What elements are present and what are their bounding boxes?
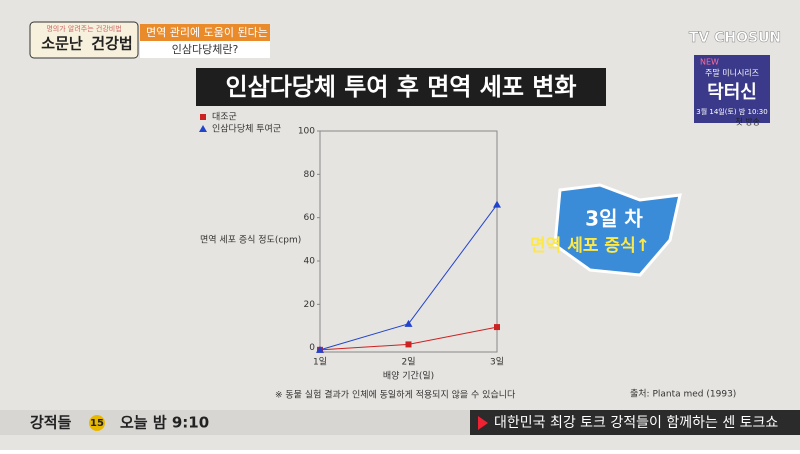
y-tick-label: 60 bbox=[304, 213, 316, 223]
title-box bbox=[196, 68, 606, 106]
plot-area bbox=[319, 130, 498, 353]
promo-title: 닥터신 bbox=[707, 82, 757, 103]
promo-new: NEW bbox=[700, 58, 719, 67]
y-tick-label: 80 bbox=[304, 170, 316, 180]
y-tick-label: 100 bbox=[298, 127, 315, 137]
promo-first: 첫 방송 bbox=[735, 117, 760, 127]
ticker-bar bbox=[470, 410, 800, 435]
chart-title: 인삼다당체 투여 후 면역 세포 변화 bbox=[226, 73, 577, 101]
logo: 소문난 bbox=[41, 35, 83, 53]
channel: TV CHOSUN bbox=[689, 30, 781, 46]
topic-box bbox=[140, 24, 270, 41]
source: 출처: Planta med (1993) bbox=[630, 388, 736, 400]
logo-box bbox=[29, 21, 139, 59]
y-axis-label: 면역 세포 증식 정도(cpm) bbox=[200, 235, 301, 246]
marker bbox=[405, 341, 412, 348]
ticker-icon bbox=[478, 416, 488, 430]
promo-sub: 주말 미니시리즈 bbox=[705, 68, 759, 78]
x-tick-label: 1일 bbox=[313, 357, 327, 368]
y-tick-label: 20 bbox=[304, 300, 316, 310]
show: 강적들 bbox=[30, 414, 72, 432]
legend-label: 대조군 bbox=[212, 112, 237, 123]
marker bbox=[200, 114, 206, 120]
x-axis-label: 배양 기간(일) bbox=[383, 371, 434, 382]
topic-box bbox=[140, 41, 270, 58]
promo-box bbox=[694, 55, 770, 123]
x-tick-label: 2일 bbox=[401, 357, 415, 368]
bottom-bar bbox=[0, 410, 470, 435]
callout-burst bbox=[553, 183, 682, 277]
y-tick-label: 0 bbox=[309, 343, 315, 353]
marker bbox=[404, 319, 413, 327]
marker bbox=[199, 125, 207, 132]
note: ※ 동물 실험 결과가 인체에 동일하게 적용되지 않을 수 있습니다 bbox=[275, 389, 516, 401]
marker bbox=[493, 200, 501, 208]
logo-top: 명의가 알려주는 건강비법 bbox=[46, 24, 121, 33]
callout: 3일 차 bbox=[585, 207, 643, 231]
topic: 인삼다당체란? bbox=[172, 43, 239, 56]
legend-label: 인삼다당체 투여군 bbox=[212, 123, 281, 135]
show-ep-badge bbox=[89, 415, 105, 431]
callout: 면역 세포 증식↑ bbox=[530, 236, 650, 256]
x-tick-label: 3일 bbox=[490, 357, 504, 368]
show-time: 오늘 밤 9:10 bbox=[120, 414, 209, 432]
marker bbox=[494, 324, 500, 331]
y-tick-label: 40 bbox=[304, 257, 316, 267]
marker bbox=[316, 345, 324, 353]
ticker: 대한민국 최강 토크 강적들이 함께하는 센 토크쇼 bbox=[494, 415, 778, 431]
logo: 건강법 bbox=[91, 35, 132, 53]
promo-date: 3월 14일(토) 밤 10:30 bbox=[696, 107, 767, 116]
topic: 면역 관리에 도움이 된다는 bbox=[146, 26, 268, 39]
show-ep: 15 bbox=[90, 418, 104, 429]
